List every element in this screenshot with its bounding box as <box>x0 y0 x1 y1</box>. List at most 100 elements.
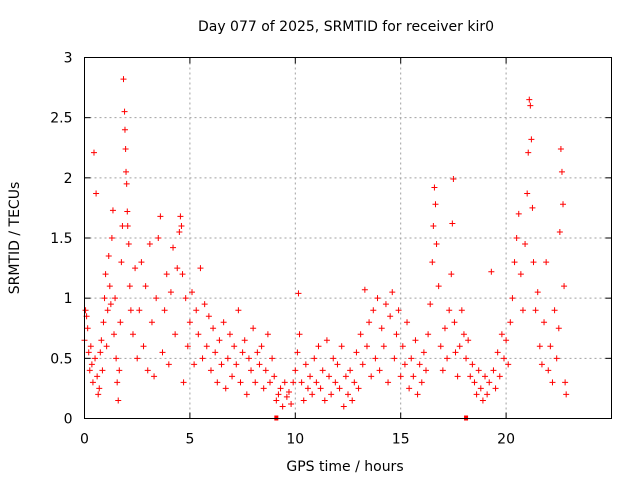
data-point <box>545 367 552 374</box>
data-point <box>482 373 489 380</box>
data-point <box>469 361 476 368</box>
data-point <box>172 331 179 338</box>
data-point <box>151 373 158 380</box>
data-point <box>250 325 257 332</box>
data-point <box>357 331 364 338</box>
data-point <box>159 349 166 356</box>
data-point <box>441 325 448 332</box>
data-point <box>88 361 95 368</box>
x-tick-label: 0 <box>80 432 89 448</box>
data-point <box>449 220 456 227</box>
data-point <box>323 337 330 344</box>
data-point <box>144 367 151 374</box>
data-point <box>87 343 94 350</box>
data-point <box>530 259 537 266</box>
data-point <box>105 253 112 260</box>
data-point <box>385 379 392 386</box>
data-point <box>121 108 128 115</box>
data-point <box>86 367 93 374</box>
data-point <box>193 307 200 314</box>
data-point <box>248 367 255 374</box>
data-point <box>429 259 436 266</box>
data-point <box>363 343 370 350</box>
data-point <box>179 271 186 278</box>
data-point <box>471 379 478 386</box>
data-point <box>121 126 128 133</box>
data-point <box>104 307 111 314</box>
data-point <box>448 271 455 278</box>
data-point <box>117 319 124 326</box>
data-point <box>92 355 99 362</box>
data-point <box>517 271 524 278</box>
data-point <box>124 208 131 215</box>
data-point <box>528 136 535 143</box>
data-point <box>463 355 470 362</box>
data-point <box>524 190 531 197</box>
data-point <box>513 235 520 241</box>
data-point <box>93 190 100 197</box>
data-point <box>340 403 347 410</box>
data-point <box>488 268 495 275</box>
data-point <box>103 343 110 350</box>
data-point <box>334 361 341 368</box>
data-point <box>526 96 533 103</box>
data-point <box>224 355 231 362</box>
data-point <box>467 373 474 380</box>
data-point <box>216 337 223 344</box>
data-point <box>109 207 116 214</box>
data-point <box>551 307 558 314</box>
data-point <box>389 289 396 296</box>
data-point <box>118 259 125 266</box>
data-point <box>134 355 141 362</box>
data-point <box>100 319 107 326</box>
data-point <box>201 301 208 308</box>
data-point <box>427 301 434 308</box>
data-point <box>451 319 458 326</box>
data-point <box>326 373 333 380</box>
data-point <box>494 349 501 356</box>
data-point <box>446 307 453 314</box>
data-point <box>538 361 545 368</box>
data-point <box>374 295 381 302</box>
data-point <box>132 265 139 272</box>
data-point <box>127 307 134 314</box>
data-point <box>170 244 177 251</box>
data-points <box>81 76 570 410</box>
data-point <box>125 241 132 248</box>
data-point <box>490 367 497 374</box>
data-point <box>163 271 170 278</box>
data-point <box>116 367 123 374</box>
data-point <box>90 149 97 156</box>
data-point <box>84 325 91 332</box>
data-point <box>275 391 282 398</box>
data-point <box>527 102 534 109</box>
data-point <box>210 325 217 332</box>
data-point <box>148 319 155 326</box>
y-tick-label: 3 <box>64 51 73 67</box>
data-point <box>146 241 153 248</box>
data-point <box>414 391 421 398</box>
data-point <box>113 355 120 362</box>
data-point <box>207 367 214 374</box>
data-point <box>153 295 160 302</box>
data-point <box>140 343 147 350</box>
data-point <box>124 222 131 229</box>
data-point <box>536 343 543 350</box>
data-point <box>288 401 295 408</box>
data-point <box>511 259 518 266</box>
data-point <box>180 379 187 386</box>
data-point <box>99 367 106 374</box>
x-tick-labels: 0 5 10 15 20 <box>80 432 515 448</box>
data-point <box>515 210 522 217</box>
data-point <box>279 403 286 410</box>
data-point <box>529 204 536 211</box>
data-point <box>245 355 252 362</box>
data-point <box>112 295 119 302</box>
data-point <box>191 361 198 368</box>
data-point <box>262 367 269 374</box>
data-point <box>422 367 429 374</box>
data-point <box>399 343 406 350</box>
data-point <box>220 319 227 326</box>
data-point <box>120 76 127 83</box>
data-point <box>107 301 114 308</box>
